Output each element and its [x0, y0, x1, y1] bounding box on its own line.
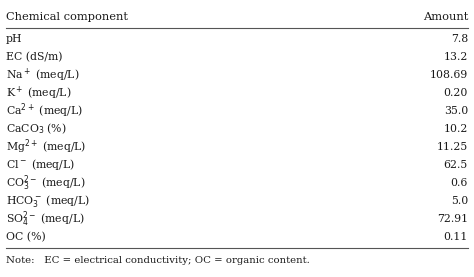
Text: 10.2: 10.2	[444, 124, 468, 134]
Text: 0.20: 0.20	[444, 88, 468, 98]
Text: 108.69: 108.69	[430, 70, 468, 80]
Text: 0.6: 0.6	[451, 178, 468, 188]
Text: EC (dS/m): EC (dS/m)	[6, 52, 63, 62]
Text: CaCO$_3$ (%): CaCO$_3$ (%)	[6, 122, 67, 136]
Text: 0.11: 0.11	[444, 232, 468, 242]
Text: 72.91: 72.91	[437, 214, 468, 224]
Text: K$^+$ (meq/L): K$^+$ (meq/L)	[6, 84, 72, 102]
Text: Na$^+$ (meq/L): Na$^+$ (meq/L)	[6, 66, 80, 84]
Text: HCO$_3^-$ (meq/L): HCO$_3^-$ (meq/L)	[6, 193, 90, 209]
Text: OC (%): OC (%)	[6, 232, 46, 242]
Text: 7.8: 7.8	[451, 34, 468, 44]
Text: Amount: Amount	[423, 12, 468, 22]
Text: CO$_3^{2-}$ (meq/L): CO$_3^{2-}$ (meq/L)	[6, 173, 85, 193]
Text: Cl$^-$ (meq/L): Cl$^-$ (meq/L)	[6, 158, 75, 173]
Text: 5.0: 5.0	[451, 196, 468, 206]
Text: pH: pH	[6, 34, 22, 44]
Text: Chemical component: Chemical component	[6, 12, 128, 22]
Text: 11.25: 11.25	[437, 142, 468, 152]
Text: 13.2: 13.2	[444, 52, 468, 62]
Text: Ca$^{2+}$ (meq/L): Ca$^{2+}$ (meq/L)	[6, 102, 83, 120]
Text: 62.5: 62.5	[444, 160, 468, 170]
Text: 35.0: 35.0	[444, 106, 468, 116]
Text: Note:   EC = electrical conductivity; OC = organic content.: Note: EC = electrical conductivity; OC =…	[6, 256, 310, 265]
Text: Mg$^{2+}$ (meq/L): Mg$^{2+}$ (meq/L)	[6, 138, 86, 156]
Text: SO$_4^{2-}$ (meq/L): SO$_4^{2-}$ (meq/L)	[6, 209, 85, 229]
